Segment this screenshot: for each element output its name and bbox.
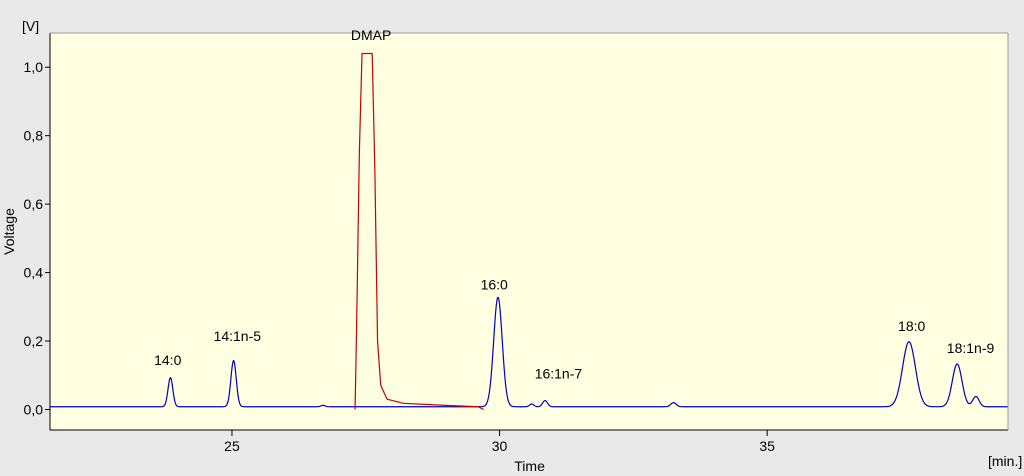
x-tick-label: 30 xyxy=(492,438,508,454)
y-tick-label: 0,0 xyxy=(24,401,44,417)
y-tick-label: 0,4 xyxy=(24,265,44,281)
series-layer xyxy=(49,52,1009,411)
y-tick-label: 1,0 xyxy=(24,59,44,75)
y-tick-label: 0,6 xyxy=(24,196,44,212)
peak-label: 18:1n-9 xyxy=(947,340,995,356)
y-axis-title: Voltage xyxy=(1,208,17,255)
series-1-line xyxy=(354,52,484,411)
y-axis-unit: [V] xyxy=(22,18,39,34)
peak-label: 16:1n-7 xyxy=(535,366,583,382)
x-axis-title: Time xyxy=(514,458,545,474)
series-0-line xyxy=(49,296,1009,408)
peak-label: 14:1n-5 xyxy=(214,328,262,344)
peak-label: 16:0 xyxy=(481,277,508,293)
axes-layer: 0,0 0,2 0,4 0,6 0,8 1,0 25 30 35 xyxy=(24,32,1009,454)
peak-label: 14:0 xyxy=(154,352,181,368)
peak-label: DMAP xyxy=(351,27,391,43)
x-tick-label: 25 xyxy=(224,438,240,454)
x-axis-unit: [min.] xyxy=(988,453,1022,469)
y-tick-label: 0,2 xyxy=(24,333,44,349)
x-tick-label: 35 xyxy=(759,438,775,454)
labels-layer: 14:0 14:1n-5 DMAP 16:0 16:1n-7 18:0 18:1n-9 xyxy=(154,27,994,382)
plot-area xyxy=(50,33,1008,430)
y-tick-label: 0,8 xyxy=(24,128,44,144)
peak-label: 18:0 xyxy=(898,318,925,334)
